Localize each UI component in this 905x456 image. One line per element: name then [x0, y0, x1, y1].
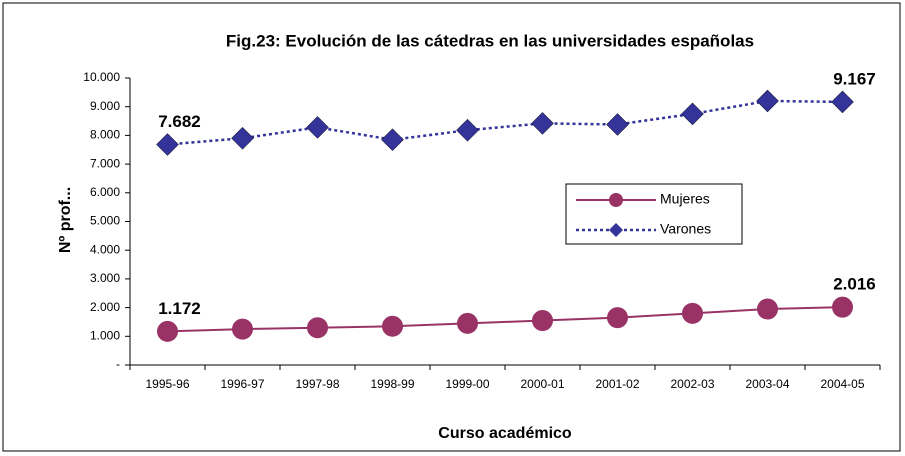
data-label: 7.682	[158, 112, 201, 131]
point	[456, 118, 479, 142]
x-tick-label: 1998-99	[370, 377, 414, 391]
y-tick-label: -	[116, 357, 120, 371]
point	[306, 116, 329, 139]
point	[757, 298, 778, 320]
x-tick-label: 1999-00	[445, 377, 489, 391]
x-axis-label: Curso académico	[438, 425, 572, 442]
x-tick-label: 1995-96	[145, 377, 189, 391]
point	[682, 302, 703, 324]
point	[531, 111, 554, 135]
y-tick-label: 5.000	[90, 214, 120, 228]
x-tick-label: 1996-97	[220, 377, 264, 391]
series-line	[167, 99, 843, 146]
point	[156, 133, 179, 156]
data-label: 2.016	[833, 275, 876, 294]
x-tick-label: 2004-05	[820, 377, 864, 391]
point	[681, 102, 704, 126]
y-tick-label: 1.000	[90, 328, 120, 342]
legend-marker	[609, 193, 623, 207]
data-label: 9.167	[833, 69, 876, 88]
y-tick-label: 9.000	[90, 99, 120, 113]
y-tick-label: 6.000	[90, 185, 120, 199]
point	[157, 320, 178, 342]
series-line	[167, 306, 843, 333]
point	[381, 128, 404, 152]
y-tick-label: 8.000	[90, 128, 120, 142]
point	[832, 296, 853, 318]
point	[532, 310, 553, 332]
legend-label: Varones	[660, 221, 711, 237]
point	[232, 318, 253, 340]
point	[831, 90, 854, 114]
point	[606, 113, 629, 136]
y-tick-label: 2.000	[90, 300, 120, 314]
y-axis-label: Nº prof...	[57, 187, 74, 253]
legend-marker	[609, 223, 623, 237]
point	[607, 307, 628, 329]
x-tick-label: 2000-01	[520, 377, 564, 391]
point	[231, 126, 254, 150]
x-tick-label: 1997-98	[295, 377, 339, 391]
x-tick-label: 2002-03	[670, 377, 714, 391]
y-tick-label: 7.000	[90, 156, 120, 170]
legend-box	[565, 183, 743, 245]
chart-title: Fig.23: Evolución de las cátedras en las…	[226, 31, 754, 50]
x-tick-label: 2003-04	[745, 377, 789, 391]
y-tick-label: 3.000	[90, 271, 120, 285]
point	[382, 315, 403, 337]
point	[307, 317, 328, 339]
legend-label: Mujeres	[660, 191, 710, 207]
y-tick-label: 10.000	[83, 70, 120, 84]
x-tick-label: 2001-02	[595, 377, 639, 391]
data-label: 1.172	[158, 299, 201, 318]
point	[756, 89, 779, 113]
y-tick-label: 4.000	[90, 242, 120, 256]
point	[457, 312, 478, 334]
